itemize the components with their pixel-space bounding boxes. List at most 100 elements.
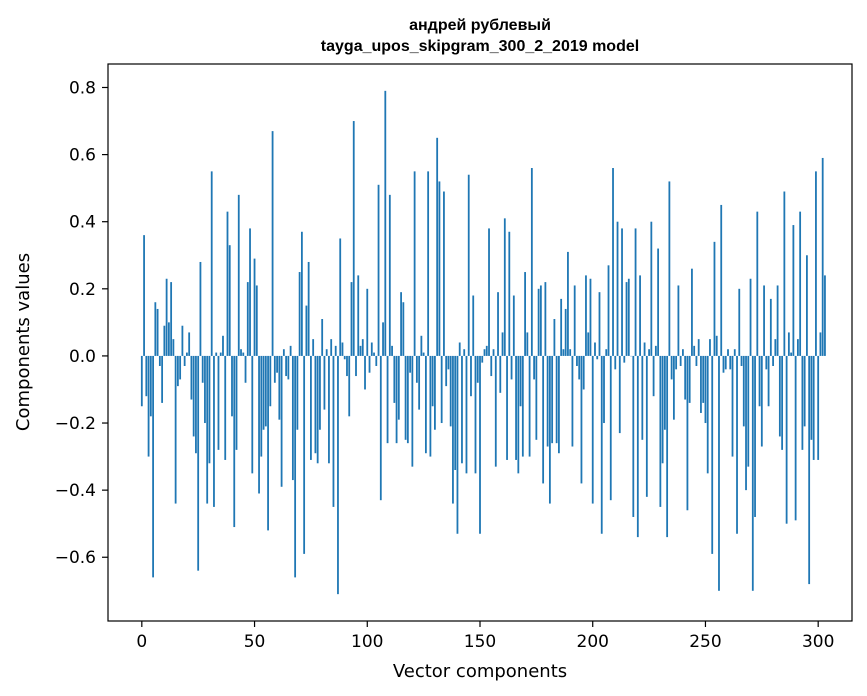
bar-227 — [652, 355, 655, 397]
bar-290 — [794, 355, 797, 521]
bar-279 — [769, 298, 772, 356]
bar-223 — [643, 342, 646, 356]
bar-186 — [560, 298, 563, 356]
bars-group — [140, 90, 826, 595]
bar-162 — [506, 355, 508, 460]
bar-190 — [569, 349, 572, 356]
y-tick-label: 0.2 — [69, 280, 96, 300]
bar-69 — [296, 355, 299, 430]
bar-165 — [512, 295, 515, 356]
bar-154 — [488, 228, 490, 356]
bar-238 — [677, 285, 680, 356]
bar-94 — [352, 121, 355, 356]
bar-43 — [237, 194, 240, 356]
bar-184 — [555, 355, 558, 444]
bar-222 — [641, 355, 644, 440]
bar-44 — [240, 349, 242, 356]
bar-37 — [224, 355, 227, 460]
bar-270 — [749, 278, 752, 356]
bar-86 — [334, 345, 337, 356]
bar-209 — [612, 168, 614, 356]
bar-196 — [582, 355, 585, 390]
bar-294 — [803, 355, 806, 427]
bar-74 — [307, 261, 310, 356]
bar-35 — [219, 352, 222, 356]
plot-frame — [107, 63, 853, 622]
bar-204 — [600, 355, 603, 534]
bar-259 — [724, 355, 727, 370]
chart-subtitle: tayga_upos_skipgram_300_2_2019 model — [321, 38, 639, 55]
bar-301 — [819, 332, 822, 356]
bar-175 — [535, 355, 538, 440]
bar-40 — [231, 355, 233, 417]
bar-195 — [580, 355, 583, 484]
bar-235 — [670, 355, 673, 380]
bar-244 — [691, 268, 693, 356]
bar-166 — [515, 355, 517, 460]
bar-46 — [244, 355, 247, 383]
bar-164 — [510, 355, 513, 380]
bar-62 — [280, 355, 283, 487]
bar-192 — [573, 285, 576, 356]
bar-156 — [492, 349, 495, 356]
bar-83 — [328, 355, 330, 464]
bar-265 — [738, 288, 741, 356]
bar-30 — [208, 355, 211, 464]
y-tick-label: 0.4 — [69, 213, 96, 233]
bar-256 — [718, 355, 720, 591]
bar-53 — [260, 355, 263, 457]
bar-299 — [815, 171, 817, 356]
bar-146 — [470, 355, 472, 397]
bar-275 — [760, 355, 763, 447]
bar-201 — [594, 342, 596, 356]
bar-55 — [264, 355, 267, 427]
bar-114 — [397, 355, 400, 420]
bar-263 — [733, 349, 736, 356]
bar-267 — [742, 355, 745, 427]
bar-41 — [233, 355, 236, 528]
bar-189 — [567, 251, 569, 356]
bar-51 — [255, 285, 258, 356]
bar-185 — [558, 355, 560, 454]
bar-56 — [267, 355, 269, 531]
bar-106 — [379, 355, 382, 501]
bar-99 — [364, 355, 366, 390]
bar-276 — [763, 285, 765, 356]
bar-129 — [431, 355, 434, 407]
bar-98 — [361, 339, 364, 356]
bar-10 — [163, 325, 166, 356]
bar-242 — [686, 355, 689, 511]
bar-173 — [530, 168, 533, 356]
x-tick-label: 150 — [464, 632, 496, 652]
bar-191 — [571, 355, 574, 447]
bar-50 — [253, 258, 256, 356]
bar-104 — [375, 355, 378, 366]
bar-42 — [235, 355, 238, 450]
bar-261 — [729, 355, 732, 370]
bar-6 — [154, 302, 157, 356]
bar-247 — [697, 339, 700, 356]
bar-23 — [192, 355, 195, 437]
bar-283 — [778, 355, 781, 437]
x-tick-label: 300 — [802, 632, 834, 652]
bar-188 — [564, 308, 567, 356]
bar-119 — [409, 355, 412, 373]
bar-210 — [614, 355, 617, 370]
bar-0 — [140, 355, 143, 407]
bar-157 — [494, 355, 497, 467]
bar-16 — [176, 355, 179, 387]
bar-158 — [497, 292, 499, 356]
bar-224 — [645, 355, 648, 497]
bar-303 — [824, 275, 826, 356]
bar-133 — [440, 355, 443, 424]
bar-140 — [456, 355, 459, 534]
bar-151 — [481, 355, 484, 363]
bar-75 — [310, 355, 312, 460]
bar-77 — [314, 355, 317, 454]
bar-168 — [519, 355, 522, 407]
bar-58 — [271, 131, 274, 356]
bar-193 — [576, 355, 578, 366]
bar-197 — [585, 275, 587, 356]
bar-89 — [341, 342, 344, 356]
